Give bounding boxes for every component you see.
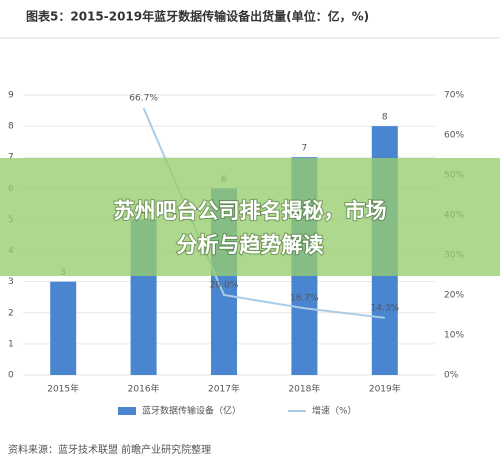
y2-tick-label: 60%	[444, 131, 464, 141]
y-tick-label: 8	[8, 122, 14, 132]
source: 资料来源：蓝牙技术联盟 前瞻产业研究院整理	[8, 443, 211, 456]
legend-label: 蓝牙数据传输设备（亿）	[142, 405, 241, 417]
y-tick-label: 9	[8, 91, 14, 101]
bar-value-label: 8	[382, 113, 388, 123]
y2-tick-label: 20%	[444, 291, 464, 301]
x-tick-label: 2019年	[369, 383, 401, 395]
y-tick-label: 1	[8, 339, 14, 349]
x-tick-label: 2016年	[128, 383, 160, 395]
y-tick-label: 3	[8, 277, 14, 287]
x-tick-label: 2018年	[288, 383, 320, 395]
x-tick-label: 2015年	[47, 383, 79, 395]
line-value-label: 66.7%	[129, 94, 158, 104]
chart-title: 图表5：2015-2019年蓝牙数据传输设备出货量(单位：亿，%)	[26, 9, 369, 24]
y2-tick-label: 0%	[444, 371, 459, 381]
y2-tick-label: 70%	[444, 91, 464, 101]
y-tick-label: 7	[8, 153, 14, 163]
line-value-label: 16.7%	[290, 294, 319, 304]
bar	[50, 281, 77, 375]
bar-value-label: 7	[302, 144, 308, 154]
x-tick-label: 2017年	[208, 383, 240, 395]
banner-text: 苏州吧台公司排名揭秘，市场	[114, 199, 387, 223]
legend-swatch	[118, 407, 136, 415]
y-tick-label: 0	[8, 371, 14, 381]
line-value-label: 14.3%	[371, 303, 400, 313]
line-value-label: 20.0%	[210, 281, 239, 291]
y2-tick-label: 10%	[444, 331, 464, 341]
legend-label: 增速（%）	[312, 405, 357, 417]
banner	[0, 158, 500, 276]
banner-text: 分析与趋势解读	[177, 233, 324, 257]
y-tick-label: 2	[8, 308, 14, 318]
